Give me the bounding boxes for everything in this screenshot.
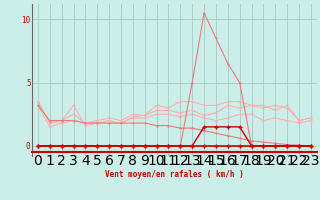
X-axis label: Vent moyen/en rafales ( km/h ): Vent moyen/en rafales ( km/h ) [105,170,244,179]
